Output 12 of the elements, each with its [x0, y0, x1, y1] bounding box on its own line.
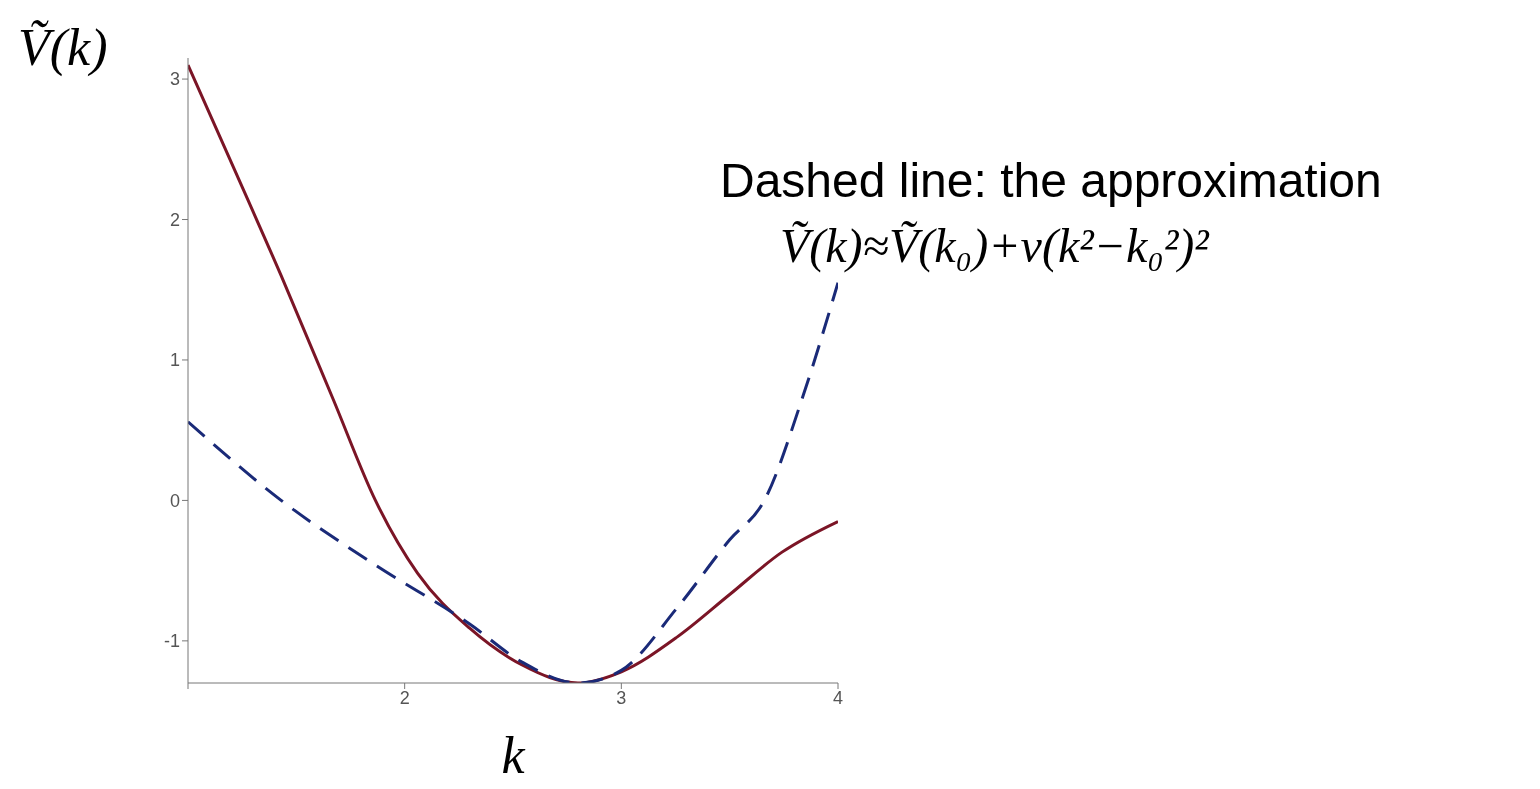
y-tick-label: 2 [169, 209, 180, 230]
annotation: Dashed line: the approximation [720, 153, 1382, 208]
y-axis-title: Ṽ(k) [18, 18, 108, 77]
x-axis-title: k [501, 727, 526, 784]
x-tick-label: 2 [399, 687, 410, 708]
y-tick-label: 3 [169, 69, 180, 90]
annotation: Ṽ(k)≈Ṽ(k₀)+v(k²−k₀²)² [780, 218, 1211, 273]
y-tick-label: 0 [169, 490, 180, 511]
y-tick-label: -1 [163, 631, 180, 652]
y-tick-label: 1 [169, 350, 180, 371]
x-tick-label: 3 [616, 687, 627, 708]
x-tick-label: 4 [832, 687, 844, 708]
